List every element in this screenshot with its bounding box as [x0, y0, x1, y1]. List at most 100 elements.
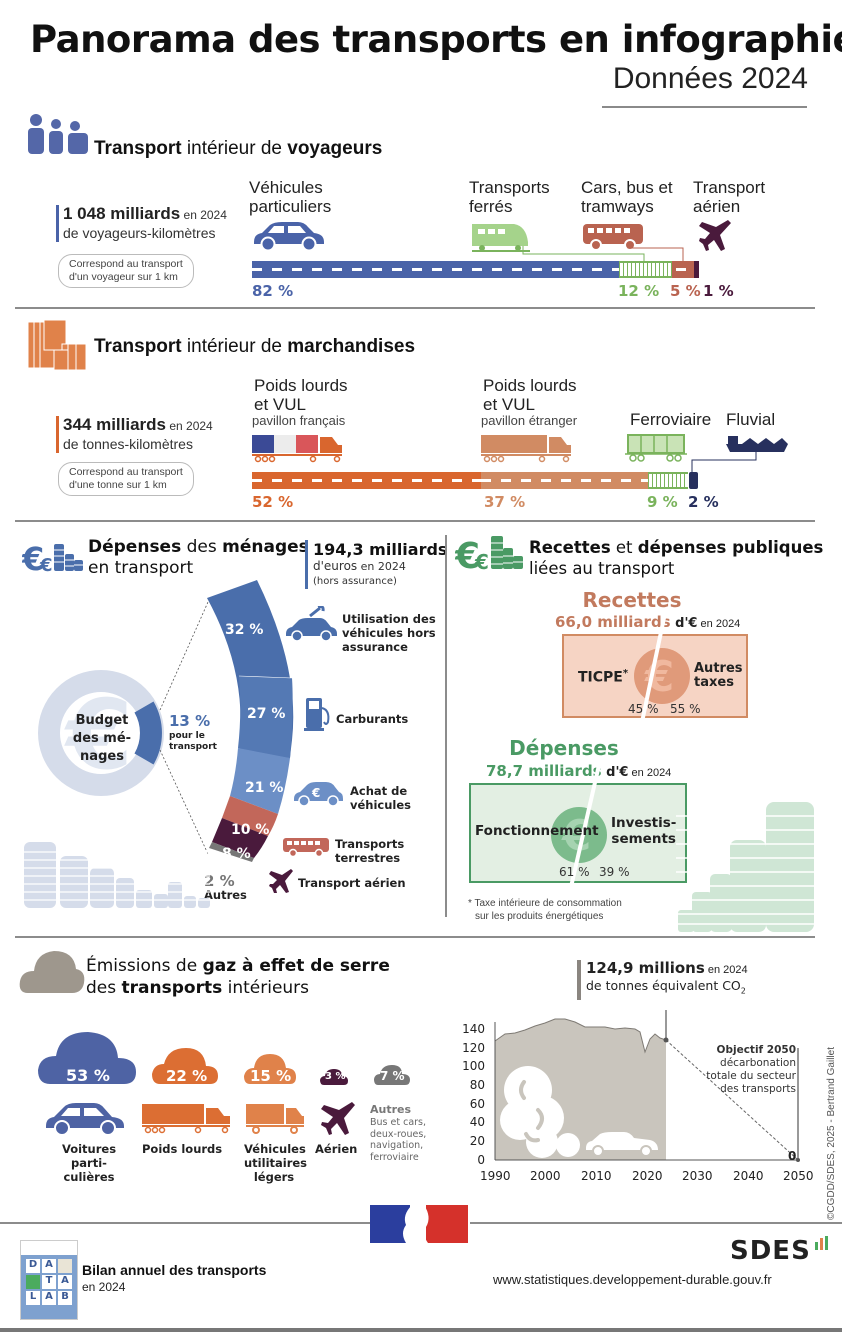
budget-donut: €: [38, 670, 164, 796]
pct-fer: 12 %: [618, 282, 660, 300]
cloud-pct-vul: 15 %: [250, 1067, 292, 1085]
mode-sub-pl-fr: pavillon français: [252, 413, 346, 428]
fuel-pump-icon: [304, 698, 330, 731]
legend-carburants: Carburants: [336, 712, 409, 726]
mode-label-air: Transport aérien: [693, 178, 766, 216]
y-tick-80: 80: [469, 1078, 485, 1092]
credit: ©CGDD/SDES, 2025 - Bertrand Gaillet: [826, 1047, 837, 1220]
emissions-area-chart: [494, 1010, 800, 1162]
freight-wagon-icon: [625, 434, 687, 462]
sdes-logo: SDES: [730, 1236, 811, 1266]
y-tick-100: 100: [462, 1059, 485, 1073]
section-title-marchandises: Transport intérieur de marchandises: [94, 336, 416, 357]
voyageurs-bar: [252, 261, 699, 278]
depenses-left-pct: 61 %: [559, 865, 590, 879]
fluvial-connector: [691, 452, 757, 476]
subtitle-underline: [602, 106, 807, 108]
car-repair-icon: [286, 606, 337, 642]
cloud-pl: [152, 1048, 218, 1084]
people-icon: [28, 114, 88, 154]
bar-seg-pl-et: [481, 472, 648, 489]
kpi-menages: 194,3 milliards d'euros en 2024 (hors as…: [305, 540, 447, 589]
plane-icon: [321, 1102, 355, 1135]
y-tick-20: 20: [469, 1134, 485, 1148]
cloud-aerien: [320, 1069, 348, 1085]
seg-pct-utilisation: 32 %: [225, 622, 264, 638]
truck-icon: [142, 1104, 230, 1134]
car-euro-icon: €: [294, 782, 343, 807]
plane-icon: [699, 220, 731, 251]
seg-pct-aerien: 8 %: [222, 846, 251, 862]
pct-ferroviaire: 9 %: [647, 493, 678, 511]
legend-aerien: Transport aérien: [298, 876, 406, 890]
train-icon: [472, 224, 530, 252]
budget-pct: 13 %: [169, 712, 211, 730]
x-tick-2000: 2000: [530, 1169, 561, 1183]
section-title-publiques: Recettes et dépenses publiques liées au t…: [529, 538, 824, 578]
kpi-voyageurs: 1 048 milliards en 2024 de voyageurs-kil…: [56, 205, 227, 242]
autres-taxes-label: Autres taxes: [694, 661, 743, 690]
page-title: Panorama des transports en infographie: [30, 18, 842, 61]
coin-stacks-decor-green: [676, 802, 816, 932]
emission-label-pl: Poids lourds: [142, 1142, 223, 1156]
pct-pl-fr: 52 %: [252, 493, 294, 511]
emission-sub-autres: Bus et cars, deux-roues, navigation, ferrov…: [370, 1117, 427, 1163]
divider: [15, 520, 815, 522]
website-link[interactable]: www.statistiques.developpement-durable.g…: [493, 1272, 772, 1287]
seg-pct-terrestres: 10 %: [231, 822, 270, 838]
kpi-marchandises: 344 milliards en 2024 de tonnes-kilomètr…: [56, 416, 213, 453]
bus-icon: [583, 224, 643, 251]
van-icon: [246, 1104, 304, 1134]
cloud-pct-vp: 53 %: [66, 1066, 110, 1085]
seg-label-autres: Autres: [204, 888, 247, 902]
recettes-right-pct: 55 %: [670, 702, 701, 716]
cloud-vul: [244, 1054, 296, 1084]
marianne-logo: [370, 1205, 468, 1243]
cloud-pct-autres: 7 %: [380, 1069, 405, 1083]
y-tick-140: 140: [462, 1022, 485, 1036]
emission-label-vp: Voitures parti-culières: [61, 1142, 117, 1184]
footnote-ticpe: * Taxe intérieure de consommation sur les…: [468, 898, 622, 922]
mode-label-pl-et: Poids lourds et VUL: [483, 376, 577, 414]
mode-label-pl-fr: Poids lourds et VUL: [254, 376, 348, 414]
seg-pct-carburants: 27 %: [247, 706, 286, 722]
svg-text:€: €: [455, 536, 480, 572]
truck-foreign-icon: [481, 435, 571, 463]
pct-fluvial: 2 %: [688, 493, 719, 511]
mode-label-fer: Transports ferrés: [469, 178, 550, 216]
divider: [15, 936, 815, 938]
fonctionnement-label: Fonctionnement: [475, 823, 599, 839]
budget-pct-note: pour le transport: [169, 731, 217, 752]
section-title-voyageurs: Transport intérieur de voyageurs: [94, 138, 383, 159]
emission-label-aerien: Aérien: [315, 1142, 358, 1156]
seg-pct-autres: 2 %: [204, 872, 235, 890]
cloud-pct-pl: 22 %: [166, 1067, 208, 1085]
svg-text:€: €: [474, 550, 489, 572]
footer-divider-right: [470, 1222, 842, 1224]
pct-air: 1 %: [703, 282, 734, 300]
section-title-emissions: Émissions de gaz à effet de serre des tr…: [86, 956, 390, 998]
vertical-divider: [445, 535, 447, 917]
depenses-right-pct: 39 %: [599, 865, 630, 879]
depenses-box: € Fonctionnement Investis-sements 61 % 3…: [469, 765, 687, 887]
x-tick-2010: 2010: [581, 1169, 612, 1183]
seg-pct-achat: 21 %: [245, 780, 284, 796]
y-tick-0: 0: [477, 1153, 485, 1167]
cover-letters: D A T A L A B: [26, 1259, 72, 1305]
recettes-left-pct: 45 %: [628, 702, 659, 716]
y-tick-40: 40: [469, 1115, 485, 1129]
legend-utilisation: Utilisation des véhicules hors assurance: [342, 612, 436, 654]
report-cover-thumbnail[interactable]: D A T A L A B: [20, 1240, 78, 1320]
bottom-border: [0, 1328, 842, 1332]
depenses-value: 78,7 milliards d'€ en 2024: [486, 762, 672, 780]
report-year: en 2024: [82, 1280, 126, 1294]
truck-fr-icon: [252, 435, 342, 463]
bar-seg-air: [694, 261, 699, 278]
pct-bus: 5 %: [670, 282, 701, 300]
expense-arc-chart: [207, 580, 294, 862]
marchandises-bar: [252, 472, 698, 489]
investissements-label: Investis-sements: [611, 815, 677, 847]
zoom-connector-lines: [159, 601, 209, 855]
section-title-menages: Dépenses des ménages en transport: [88, 537, 309, 578]
pct-vp: 82 %: [252, 282, 294, 300]
